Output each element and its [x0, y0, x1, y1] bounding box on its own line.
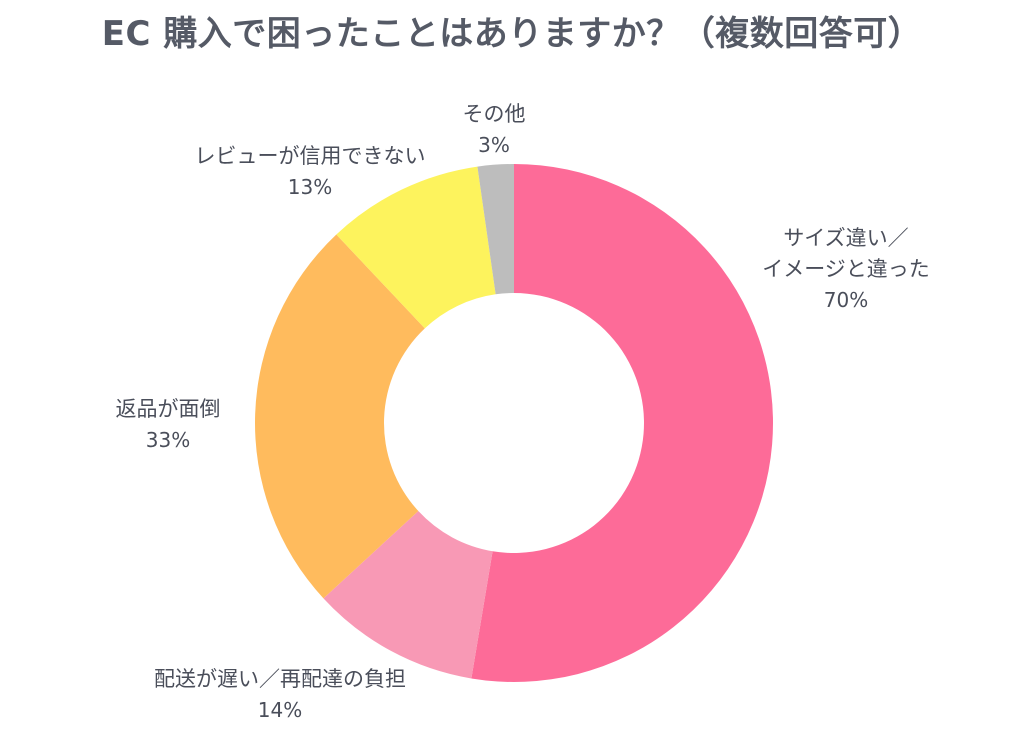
- slice-label-other: その他 3%: [463, 102, 526, 157]
- slice-value-label: 13%: [288, 175, 332, 199]
- slice-untrusted-reviews: [336, 166, 496, 329]
- slice-label-untrusted-reviews: レビューが信用できない 13%: [195, 144, 426, 199]
- slice-delivery-delay: [323, 511, 493, 679]
- slice-value-label: 70%: [824, 288, 868, 312]
- chart-title: EC 購入で困ったことはありますか？（複数回答可）: [101, 14, 923, 54]
- slice-value-label: 14%: [258, 698, 302, 722]
- slice-label-line: その他: [463, 102, 526, 126]
- slice-label-delivery-delay: 配送が遅い／再配達の負担 14%: [154, 667, 406, 722]
- slice-label-line: サイズ違い／: [783, 226, 908, 250]
- slice-returns-hassle: [254, 234, 425, 599]
- donut-slices: [254, 164, 774, 682]
- slice-label-returns-hassle: 返品が面倒 33%: [116, 397, 221, 452]
- slice-label-size-mismatch: サイズ違い／ イメージと違った 70%: [762, 226, 930, 312]
- slice-label-line: レビューが信用できない: [195, 144, 426, 168]
- slice-labels: サイズ違い／ イメージと違った 70% 配送が遅い／再配達の負担 14% 返品が面倒 33%…: [116, 102, 930, 722]
- slice-size-mismatch: [471, 164, 774, 682]
- slice-value-label: 33%: [146, 428, 190, 452]
- slice-other: [477, 164, 514, 295]
- slice-label-line: 返品が面倒: [116, 397, 221, 421]
- slice-value-label: 3%: [478, 133, 510, 157]
- slice-label-line: 配送が遅い／再配達の負担: [154, 667, 406, 691]
- slice-label-line: イメージと違った: [762, 257, 930, 281]
